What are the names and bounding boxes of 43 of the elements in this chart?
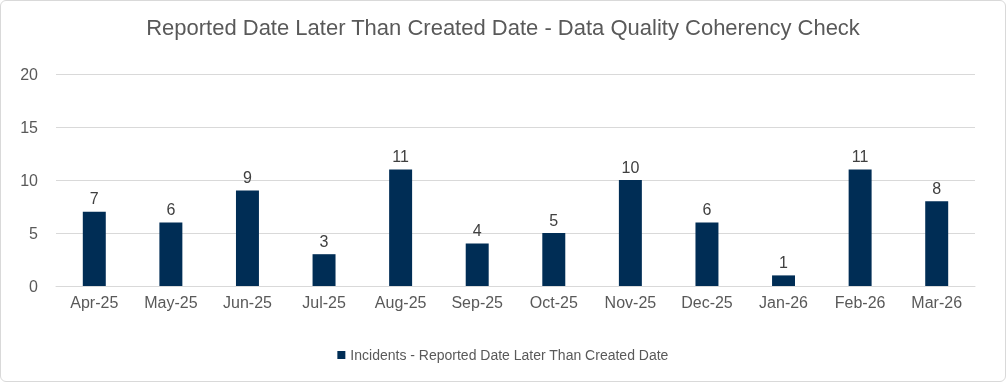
y-tick-label: 15 — [20, 118, 39, 136]
x-tick-label: Aug-25 — [374, 293, 427, 311]
x-tick-label: Jun-25 — [223, 293, 273, 311]
bar — [618, 180, 642, 286]
bar — [82, 211, 106, 286]
chart-title: Reported Date Later Than Created Date - Data Quality Coherency Check — [146, 14, 861, 40]
data-label: 9 — [243, 169, 253, 187]
bar — [312, 254, 336, 286]
bar — [695, 222, 719, 286]
bar — [235, 190, 259, 286]
y-tick-label: 0 — [29, 277, 39, 295]
bar — [848, 169, 872, 286]
x-tick-label: Oct-25 — [529, 293, 578, 311]
bar — [542, 233, 566, 286]
y-tick-label: 10 — [20, 171, 39, 189]
data-label: 6 — [702, 200, 712, 218]
legend-label: Incidents - Reported Date Later Than Created Date — [350, 347, 669, 363]
data-label: 5 — [549, 211, 559, 229]
data-label: 6 — [166, 200, 176, 218]
x-tick-label: Mar-26 — [911, 293, 963, 311]
bar — [925, 201, 949, 286]
bar — [465, 243, 489, 286]
x-tick-label: Sep-25 — [451, 293, 504, 311]
x-tick-label: Apr-25 — [70, 293, 119, 311]
data-label: 1 — [779, 253, 789, 271]
x-tick-label: Nov-25 — [604, 293, 657, 311]
x-tick-label: Jan-26 — [759, 293, 809, 311]
bar — [389, 169, 413, 286]
x-tick-label: May-25 — [144, 293, 198, 311]
data-label: 11 — [392, 147, 410, 165]
x-tick-label: Dec-25 — [681, 293, 733, 311]
y-tick-label: 5 — [29, 224, 39, 242]
y-tick-label: 20 — [20, 65, 39, 83]
bar — [772, 275, 796, 286]
data-label: 10 — [621, 158, 640, 176]
data-label: 4 — [472, 222, 482, 240]
data-label: 7 — [89, 190, 99, 208]
x-tick-label: Jul-25 — [302, 293, 346, 311]
data-label: 8 — [932, 179, 942, 197]
bar — [159, 222, 183, 286]
data-label: 11 — [851, 147, 869, 165]
data-label: 3 — [319, 232, 329, 250]
x-tick-label: Feb-26 — [834, 293, 886, 311]
